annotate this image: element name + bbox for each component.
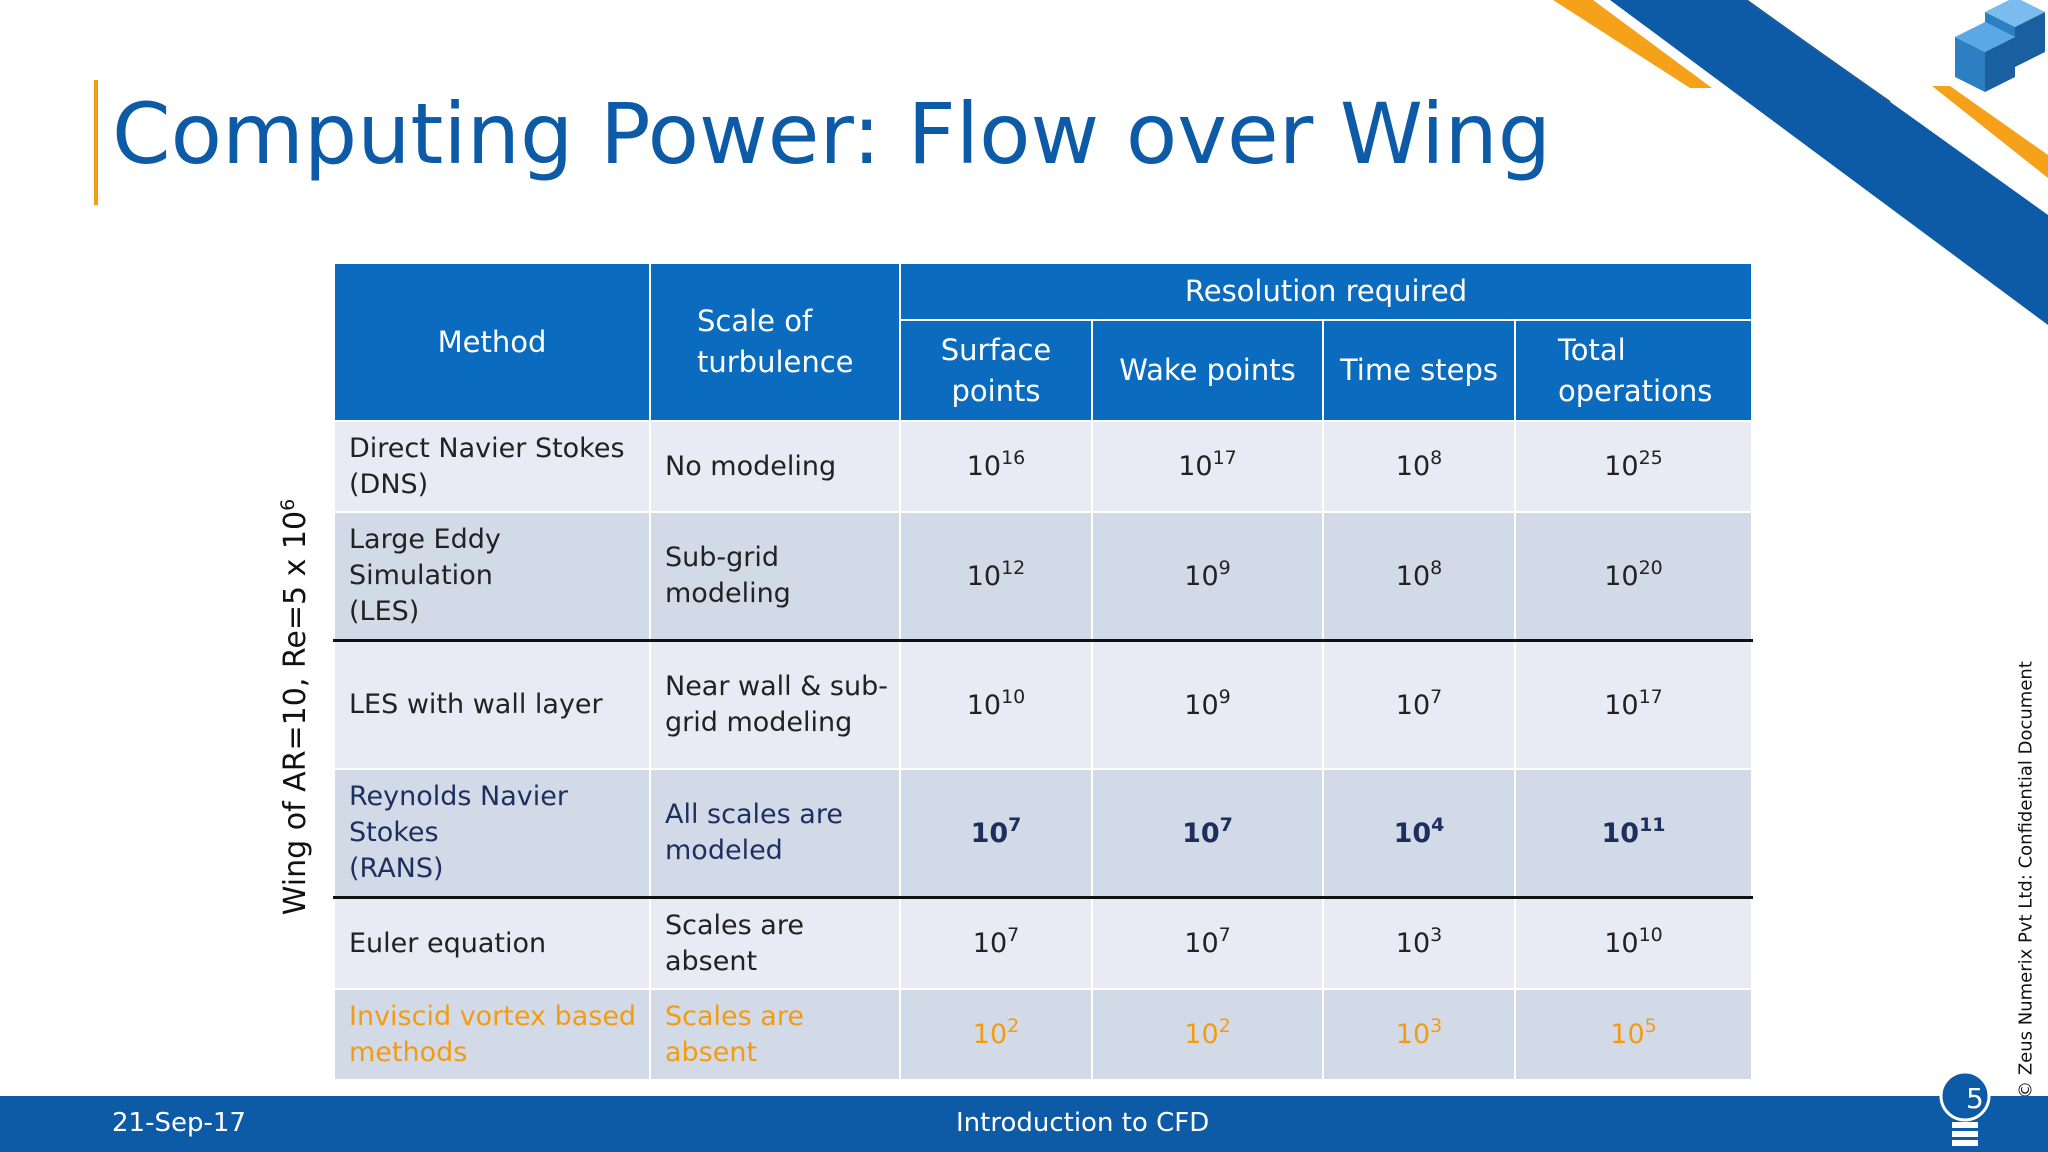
copyright-notice: © Zeus Numerix Pvt Ltd: Confidential Doc… [2015, 661, 2037, 1099]
time-steps-cell: 107 [1322, 639, 1516, 770]
scale-cell: Sub-grid modeling [649, 511, 901, 642]
wake-points-cell: 107 [1091, 768, 1324, 899]
scale-cell: Scales are absent [649, 988, 901, 1081]
cube-logo-icon [1955, 0, 2045, 92]
header-surface-points: Surface points [899, 319, 1093, 422]
header-method: Method [333, 262, 651, 422]
wake-points-cell: 109 [1091, 511, 1324, 642]
table-row: Inviscid vortex based methods Scales are … [333, 988, 1754, 1081]
table-row: LES with wall layer Near wall & sub-grid… [333, 639, 1754, 770]
footer-date: 21-Sep-17 [112, 1108, 246, 1138]
time-steps-cell: 103 [1322, 988, 1516, 1081]
wing-condition-label: Wing of AR=10, Re=5 x 106 [277, 498, 313, 916]
scale-cell: All scales are modeled [649, 768, 901, 899]
surface-points-cell: 1016 [899, 420, 1093, 513]
footer-title: Introduction to CFD [956, 1108, 1210, 1138]
total-operations-cell: 1020 [1513, 511, 1754, 642]
header-resolution: Resolution required [898, 262, 1754, 321]
scale-cell: Scales are absent [649, 896, 901, 990]
table-row: Large Eddy Simulation (LES) Sub-grid mode… [333, 511, 1754, 642]
wake-points-cell: 1017 [1091, 420, 1324, 513]
time-steps-cell: 104 [1322, 768, 1516, 899]
scale-cell: Near wall & sub-grid modeling [649, 639, 901, 770]
method-cell: Euler equation [333, 896, 651, 990]
table-row: Euler equation Scales are absent 107 107… [333, 896, 1754, 990]
table-row: Reynolds Navier Stokes (RANS) All scales … [333, 768, 1754, 899]
slide-title: Computing Power: Flow over Wing [112, 85, 1552, 183]
header-scale: Scale of turbulence [649, 262, 901, 422]
time-steps-cell: 108 [1322, 420, 1516, 513]
table-row: Direct Navier Stokes (DNS) No modeling 10… [333, 420, 1754, 513]
method-cell: Direct Navier Stokes (DNS) [333, 420, 651, 513]
surface-points-cell: 107 [899, 896, 1093, 990]
wake-points-cell: 107 [1091, 896, 1324, 990]
title-accent-bar [94, 80, 98, 205]
total-operations-cell: 1011 [1513, 768, 1754, 899]
surface-points-cell: 1012 [899, 511, 1093, 642]
total-operations-cell: 1025 [1513, 420, 1754, 513]
footer-bar [0, 1096, 2048, 1152]
header-wake-points: Wake points [1091, 319, 1324, 422]
header-total-operations: Total operations [1513, 319, 1754, 422]
method-cell: Large Eddy Simulation (LES) [333, 511, 651, 642]
page-number: 5 [1966, 1082, 1984, 1115]
wake-points-cell: 102 [1091, 988, 1324, 1081]
time-steps-cell: 108 [1322, 511, 1516, 642]
wake-points-cell: 109 [1091, 639, 1324, 770]
surface-points-cell: 107 [899, 768, 1093, 899]
surface-points-cell: 102 [899, 988, 1093, 1081]
total-operations-cell: 1010 [1513, 896, 1754, 990]
scale-cell: No modeling [649, 420, 901, 513]
total-operations-cell: 1017 [1513, 639, 1754, 770]
surface-points-cell: 1010 [899, 639, 1093, 770]
method-cell: LES with wall layer [333, 639, 651, 770]
time-steps-cell: 103 [1322, 896, 1516, 990]
computing-power-table: Method Scale of turbulence Resolution req… [333, 262, 1754, 1081]
total-operations-cell: 105 [1513, 988, 1754, 1081]
header-time-steps: Time steps [1322, 319, 1516, 422]
method-cell: Inviscid vortex based methods [333, 988, 651, 1081]
method-cell: Reynolds Navier Stokes (RANS) [333, 768, 651, 899]
